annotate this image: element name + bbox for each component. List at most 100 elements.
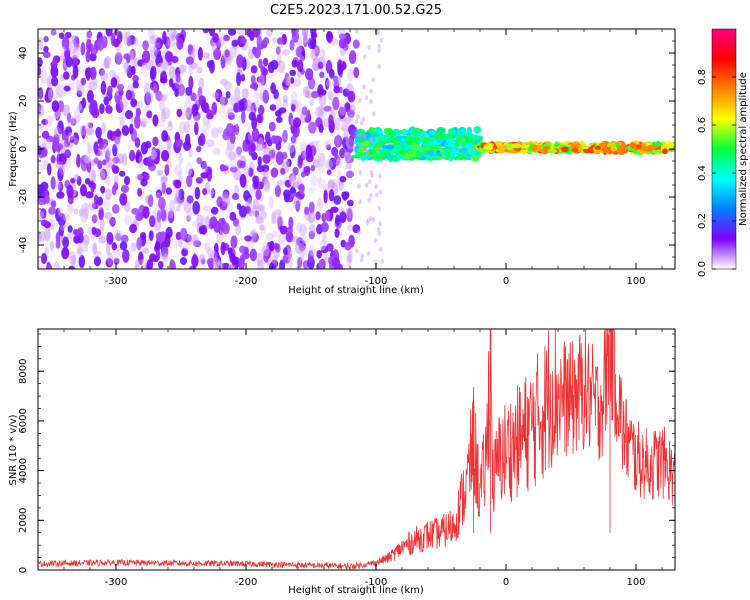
heatmap-cell [115,51,123,65]
heatmap-cell [269,104,277,111]
heatmap-cell [68,251,77,266]
heatmap-cell [231,192,240,201]
heatmap-cell [93,78,98,86]
heatmap-cell [167,120,173,127]
heatmap-cell [226,108,235,116]
heatmap-cell [111,185,117,196]
heatmap-cell [288,142,295,154]
heatmap-cell [82,234,90,246]
heatmap-cell [212,91,220,99]
heatmap-cell [65,31,72,39]
colorbar-tick-label: 0.4 [697,165,708,181]
heatmap-cell [73,46,80,60]
heatmap-cell [245,132,251,145]
heatmap-cell [114,135,121,149]
heatmap-cell [130,98,138,108]
heatmap-cell [383,128,393,132]
heatmap-cell [161,150,170,162]
heatmap-cell [57,206,64,217]
heatmap-cell [86,90,94,104]
heatmap-cell [103,96,110,106]
heatmap-cell [206,113,214,120]
heatmap-cell [57,213,66,227]
heatmap-cell [71,47,80,62]
heatmap-cell [334,136,340,143]
heatmap-cell [366,251,371,257]
heatmap-cell [41,252,47,265]
heatmap-cell [369,216,373,221]
heatmap-cell [289,39,295,51]
heatmap-cell [203,242,211,253]
heatmap-cell [378,189,383,195]
heatmap-cell [186,215,191,222]
snr-y-tick-label: 6000 [18,408,29,433]
heatmap-cell [594,145,601,150]
heatmap-cell [91,182,97,190]
heatmap-cell [79,124,88,136]
heatmap-cell [259,224,265,231]
heatmap-cell [470,155,480,162]
heatmap-cell [473,126,482,134]
heatmap-cell [338,106,346,120]
heatmap-cell [354,119,359,124]
heatmap-cell [217,127,224,134]
heatmap-cell [359,120,364,126]
heatmap-cell [263,36,270,46]
heatmap-cell [41,119,49,125]
heatmap-cell [296,59,304,72]
heatmap-cell [350,128,358,138]
heatmap-cell [113,257,120,265]
heatmap-cell [234,87,241,101]
heatmap-cell [50,65,59,78]
heatmap-cell [56,191,65,199]
heatmap-cell [234,45,240,58]
heatmap-cell [554,141,560,148]
heatmap-cell [152,82,158,95]
heatmap-cell [167,38,176,48]
heatmap-cell [258,58,263,69]
heatmap-cell [292,117,302,128]
heatmap-cell [112,157,120,164]
heatmap-cell [288,112,294,126]
heatmap-y-tick-label: -40 [18,237,29,253]
heatmap-cell [111,242,118,251]
heatmap-cell [253,47,261,59]
heatmap-cell [362,54,367,60]
heatmap-cell [57,167,64,182]
snr-y-ticks: 0 2000 4000 6000 8000 [18,333,675,573]
heatmap-cell [39,208,47,219]
heatmap-cell [347,199,354,207]
heatmap-cell [201,123,210,135]
heatmap-cell [367,45,372,50]
heatmap-cell [40,164,49,171]
heatmap-cell [67,225,73,234]
heatmap-cell [68,265,75,269]
heatmap-cell [334,135,343,148]
heatmap-cell [255,144,264,152]
heatmap-cell [200,160,207,170]
heatmap-cell [92,243,98,254]
heatmap-x-ticks: -300 -200 -100 0 100 [37,29,663,287]
heatmap-cell [306,109,311,122]
heatmap-cell [427,141,434,147]
heatmap-cell [129,149,136,162]
heatmap-cell [125,89,133,101]
heatmap-cell [44,92,53,103]
heatmap-cell [303,89,310,98]
heatmap-cell [300,171,306,178]
heatmap-cell [200,172,208,179]
heatmap-cell [385,144,395,150]
heatmap-cell [105,29,113,37]
heatmap-cell [113,175,119,187]
heatmap-cell [73,36,80,49]
heatmap-cell [145,140,152,149]
heatmap-cell [281,49,291,56]
heatmap-cell [65,126,73,137]
heatmap-cell [167,124,174,132]
heatmap-cell [125,31,131,40]
heatmap-cell [347,90,356,103]
heatmap-cell [134,264,140,269]
heatmap-cell [270,167,279,178]
heatmap-cell [140,232,147,240]
